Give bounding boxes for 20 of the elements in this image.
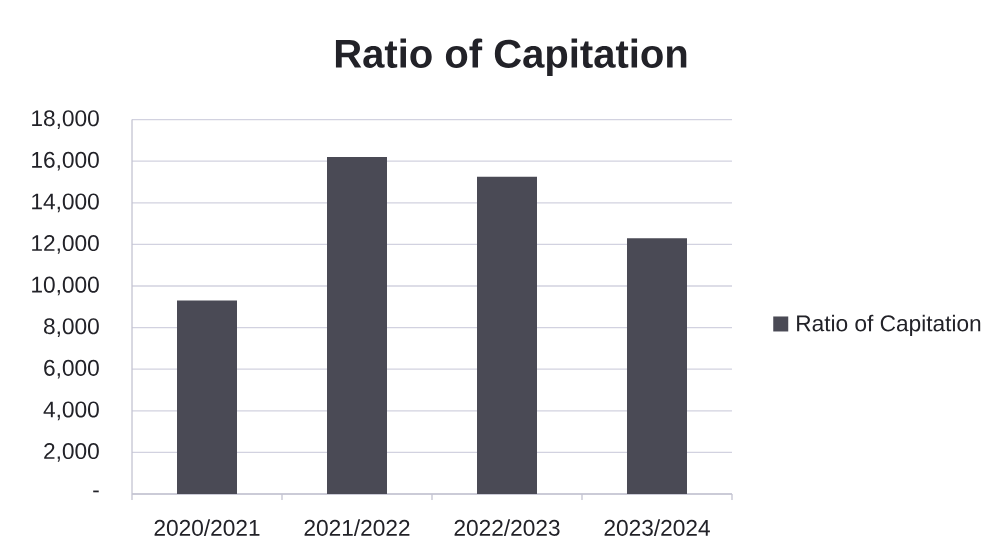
bar	[177, 300, 237, 494]
y-tick-label: 2,000	[44, 443, 99, 462]
x-tick-label: 2020/2021	[154, 519, 260, 536]
y-tick-label: 18,000	[32, 110, 99, 129]
y-tick-label: 8,000	[44, 318, 99, 337]
x-tick-label: 2022/2023	[454, 519, 560, 536]
legend-label: Ratio of Capitation	[797, 314, 981, 336]
bar	[627, 238, 687, 494]
x-tick-label: 2021/2022	[304, 519, 410, 536]
chart-title: Ratio of Capitation	[335, 38, 687, 76]
y-tick-label: 12,000	[32, 235, 99, 254]
y-tick-label: 6,000	[44, 359, 99, 379]
x-tick-label: 2023/2024	[604, 519, 710, 536]
y-tick-label: 4,000	[43, 401, 99, 421]
y-tick-label: 10,000	[32, 276, 99, 296]
y-tick-label: -	[93, 490, 99, 493]
bar	[327, 157, 387, 494]
y-tick-label: 16,000	[32, 151, 99, 171]
bar	[477, 176, 537, 494]
y-tick-label: 14,000	[32, 193, 99, 213]
